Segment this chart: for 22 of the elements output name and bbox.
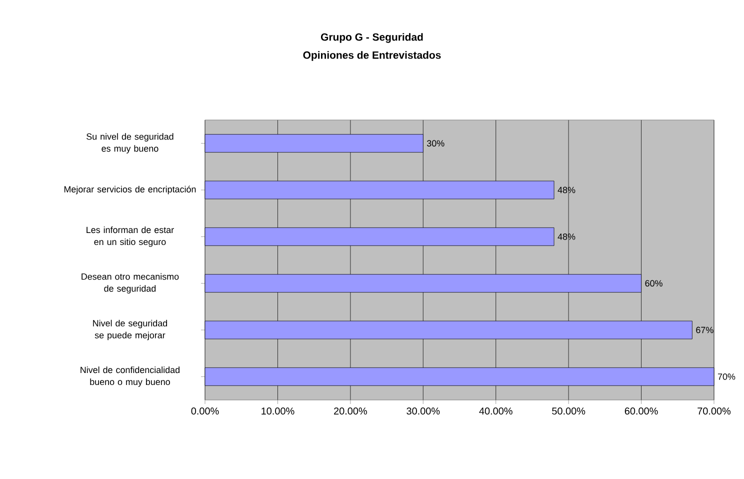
x-tick-label: 20.00% bbox=[334, 408, 367, 415]
y-tick-label: Nivel de seguridad se puede mejorar bbox=[93, 320, 168, 340]
x-tick-label: 50.00% bbox=[552, 408, 586, 415]
y-tick-label: Les informan de estar en un sitio seguro bbox=[86, 226, 174, 247]
data-label: 48% bbox=[558, 233, 576, 240]
data-label: 48% bbox=[558, 186, 576, 194]
data-label: 67% bbox=[696, 326, 714, 334]
x-tick-label: 10.00% bbox=[262, 408, 294, 415]
x-tick-label: 70.00% bbox=[698, 408, 731, 415]
x-tick-label: 40.00% bbox=[479, 408, 512, 415]
chart-title: Grupo G - Seguridad bbox=[320, 33, 423, 43]
y-tick-label: Desean otro mecanismo de seguridad bbox=[82, 273, 179, 294]
y-tick-label: Mejorar servicios de encriptación bbox=[64, 186, 196, 194]
x-tick-label: 0.00% bbox=[191, 408, 219, 415]
y-tick-label: Su nivel de seguridad es muy bueno bbox=[86, 133, 174, 154]
data-label: 30% bbox=[427, 140, 444, 147]
data-label: 60% bbox=[645, 280, 662, 286]
data-label: 70% bbox=[718, 373, 736, 380]
chart-subtitle: Opiniones de Entrevistados bbox=[303, 51, 441, 61]
y-tick-label: Nivel de confidencialidad bueno o muy bueno bbox=[80, 366, 180, 387]
x-tick-label: 60.00% bbox=[624, 408, 658, 415]
x-tick-label: 30.00% bbox=[406, 408, 440, 415]
